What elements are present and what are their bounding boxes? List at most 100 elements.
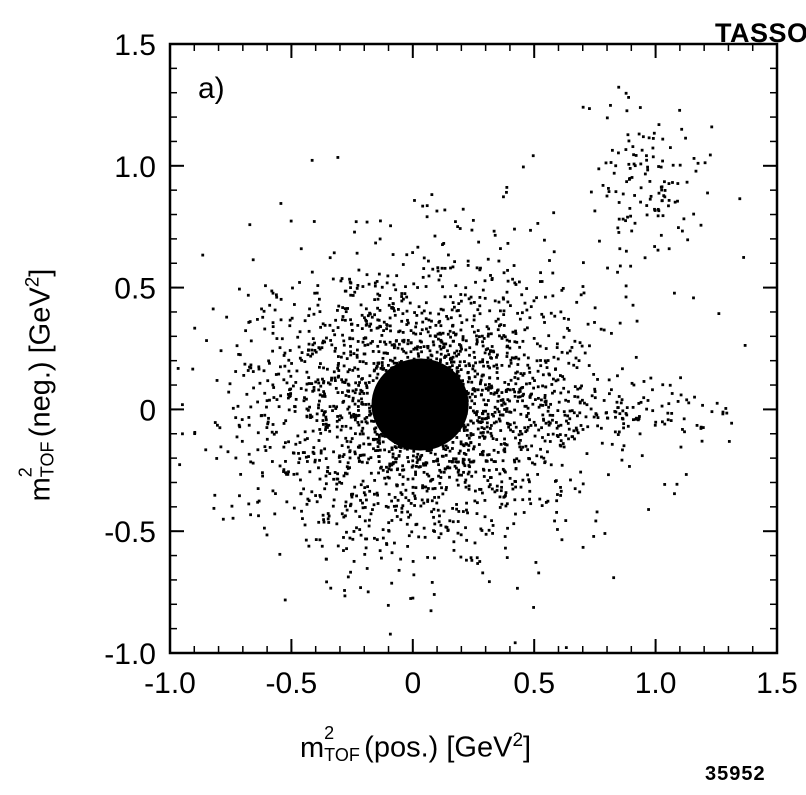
scatter-point xyxy=(396,498,400,502)
scatter-point xyxy=(355,348,359,352)
scatter-point xyxy=(384,342,388,346)
scatter-point xyxy=(366,485,369,489)
scatter-point xyxy=(408,419,412,423)
scatter-point xyxy=(262,309,266,313)
scatter-point xyxy=(289,387,293,391)
scatter-point xyxy=(454,332,458,336)
scatter-point xyxy=(391,253,395,256)
scatter-point xyxy=(249,513,253,517)
scatter-point xyxy=(457,385,460,389)
scatter-point xyxy=(617,85,621,89)
scatter-point xyxy=(549,463,553,467)
scatter-point xyxy=(377,471,380,475)
scatter-point xyxy=(284,459,287,463)
scatter-point xyxy=(478,360,482,364)
scatter-point xyxy=(318,365,321,369)
scatter-point xyxy=(414,465,418,468)
scatter-point xyxy=(426,422,430,426)
scatter-point xyxy=(413,311,416,314)
scatter-point xyxy=(307,314,311,317)
scatter-point xyxy=(395,515,399,518)
scatter-point xyxy=(354,509,358,513)
scatter-point xyxy=(324,415,328,419)
scatter-point xyxy=(344,424,348,428)
scatter-point xyxy=(377,272,381,276)
scatter-point xyxy=(404,414,408,418)
scatter-point xyxy=(403,292,407,296)
scatter-point xyxy=(607,187,610,190)
scatter-point xyxy=(322,390,326,393)
scatter-point xyxy=(632,383,636,387)
scatter-point xyxy=(444,444,448,448)
scatter-point xyxy=(364,420,368,424)
scatter-point xyxy=(340,481,344,485)
scatter-point xyxy=(593,209,597,213)
scatter-point xyxy=(309,354,313,358)
scatter-point xyxy=(628,206,632,210)
scatter-point xyxy=(422,501,426,505)
scatter-point xyxy=(503,408,506,411)
scatter-point xyxy=(384,433,388,437)
scatter-point xyxy=(323,392,326,396)
scatter-point xyxy=(263,391,267,395)
scatter-point xyxy=(406,477,410,481)
scatter-point xyxy=(536,369,540,373)
scatter-point xyxy=(451,265,455,269)
scatter-point xyxy=(429,609,433,613)
scatter-point xyxy=(445,466,449,470)
scatter-point xyxy=(627,139,631,143)
scatter-point xyxy=(348,337,352,341)
scatter-point xyxy=(516,311,519,315)
scatter-point xyxy=(445,362,449,365)
scatter-point xyxy=(266,420,270,424)
scatter-point xyxy=(345,357,349,361)
scatter-point xyxy=(275,430,278,434)
scatter-point xyxy=(352,530,356,533)
scatter-point xyxy=(388,316,392,320)
scatter-point xyxy=(489,332,493,336)
scatter-point xyxy=(230,504,234,508)
scatter-point xyxy=(380,285,384,289)
scatter-point xyxy=(525,308,529,312)
scatter-point xyxy=(387,382,391,386)
scatter-point xyxy=(607,378,611,382)
scatter-point xyxy=(581,105,585,109)
scatter-point xyxy=(381,412,384,416)
scatter-point xyxy=(438,425,442,428)
scatter-point xyxy=(539,271,542,275)
scatter-point xyxy=(531,154,535,158)
scatter-point xyxy=(279,202,283,205)
scatter-point xyxy=(539,403,543,407)
scatter-point xyxy=(486,430,490,434)
scatter-point xyxy=(468,364,471,367)
scatter-point xyxy=(400,292,404,295)
scatter-point xyxy=(433,385,437,388)
scatter-point xyxy=(559,444,563,448)
scatter-point xyxy=(312,452,316,455)
scatter-point xyxy=(567,427,571,431)
scatter-point xyxy=(436,459,440,463)
scatter-point xyxy=(327,521,331,524)
scatter-point xyxy=(405,522,409,526)
scatter-point xyxy=(436,508,440,512)
scatter-point xyxy=(345,440,349,443)
scatter-point xyxy=(363,486,367,490)
scatter-point xyxy=(462,458,466,462)
scatter-point xyxy=(483,296,487,300)
scatter-point xyxy=(638,415,641,418)
scatter-point xyxy=(616,270,619,274)
scatter-point xyxy=(234,416,238,420)
scatter-point xyxy=(318,458,321,462)
scatter-point xyxy=(237,423,241,427)
scatter-point xyxy=(384,393,388,397)
scatter-point xyxy=(374,449,377,453)
scatter-point xyxy=(426,426,429,430)
scatter-point xyxy=(333,349,337,353)
scatter-point xyxy=(497,300,501,304)
scatter-point xyxy=(435,501,439,505)
scatter-point xyxy=(559,439,563,443)
scatter-point xyxy=(555,510,559,514)
scatter-point xyxy=(453,412,457,416)
scatter-point xyxy=(461,460,465,463)
scatter-point xyxy=(329,339,333,342)
